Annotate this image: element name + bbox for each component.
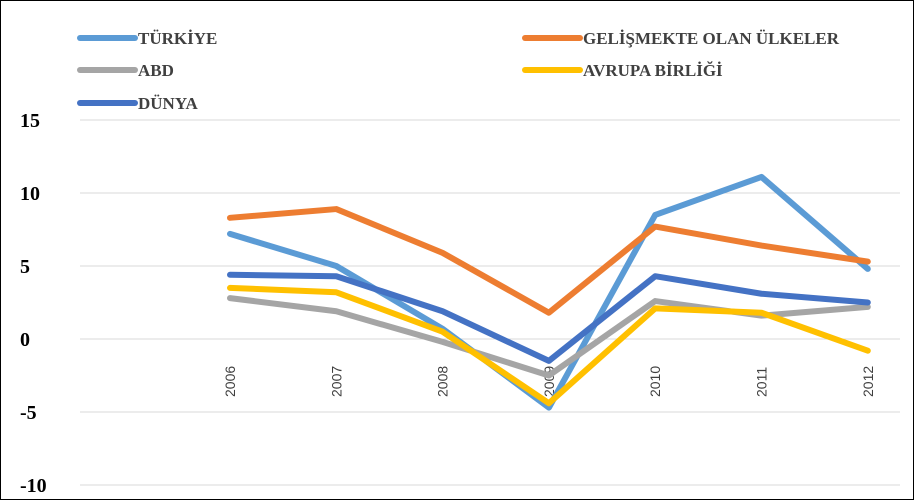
- y-tick-label: 10: [20, 183, 40, 205]
- line: [227, 271, 871, 364]
- legend-label: DÜNYA: [138, 94, 199, 113]
- legend-label: AVRUPA BİRLİĞİ: [583, 61, 723, 80]
- y-tick-label: 15: [20, 110, 40, 132]
- x-tick-label: 2011: [754, 367, 770, 397]
- line: [227, 206, 871, 316]
- y-tick-label: -5: [20, 402, 37, 424]
- y-tick-label: -10: [20, 475, 47, 497]
- line: [227, 284, 871, 407]
- x-tick-label: 2006: [222, 366, 238, 397]
- legend-label: ABD: [138, 61, 174, 80]
- line: [227, 173, 871, 411]
- y-tick-label: 0: [20, 329, 30, 351]
- x-tick-label: 2012: [860, 366, 876, 397]
- x-tick-label: 2010: [647, 366, 663, 397]
- legend-label: GELİŞMEKTE OLAN ÜLKELER: [583, 29, 840, 48]
- legend-label: TÜRKİYE: [138, 29, 217, 48]
- x-tick-label: 2008: [435, 366, 451, 397]
- y-tick-label: 5: [20, 256, 30, 278]
- x-tick-label: 2007: [328, 366, 344, 397]
